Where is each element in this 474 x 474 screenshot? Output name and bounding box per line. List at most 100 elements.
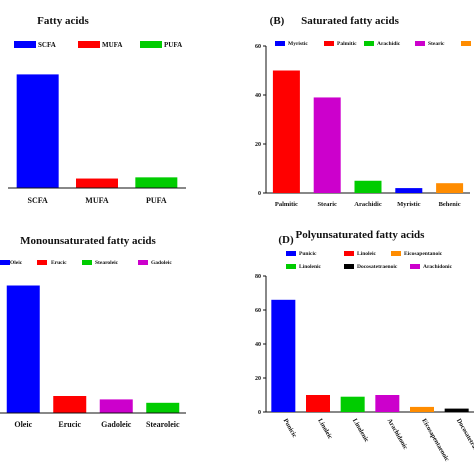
panel-a-categories: SCFA MUFA PUFA [28,196,167,205]
category-label-mufa: MUFA [85,196,109,205]
legend-label-docosatetraenoic: Docosatetraenoic [357,264,398,270]
legend-swatch [140,41,162,48]
legend-label-palmitic: Palmitic [337,41,357,47]
bar-docosatetraenoic [444,408,469,412]
legend-swatch [344,251,354,256]
legend-label-linolenic: Linolenic [299,264,322,270]
legend-swatch [138,260,148,265]
bar-erucic [53,396,87,413]
bar-mufa [76,178,118,188]
panel-d-y-tick-label: 40 [255,342,261,348]
category-label-linoleic: Linoleic [316,418,333,441]
legend-label-scfa: SCFA [38,41,56,49]
category-label-punicic: Punicic [282,418,298,439]
category-label-arachidonic: Arachidonic [386,418,409,451]
category-label-erucic: Erucic [58,420,81,429]
category-label-stearic: Stearic [317,201,337,208]
legend-swatch [324,41,334,46]
category-label-pufa: PUFA [146,196,167,205]
bar-palmitic [272,70,300,193]
panel-b-y-tick-label: 60 [255,44,261,50]
panel-c-legend: Oleic Erucic Stearoleic Gadoleic [0,260,172,266]
legend-label-stearoleic: Stearoleic [95,260,119,266]
bar-oleic [6,285,40,413]
panel-d-y-tick-label: 0 [258,410,261,416]
panel-a-bars [16,74,178,188]
category-label-eicosapentaenoic: Eicosapentaenoic [420,418,450,463]
panel-d-y-tick-label: 20 [255,376,261,382]
panel-b-y-tick-label: 0 [258,191,261,197]
legend-swatch [415,41,425,46]
legend-label-pufa: PUFA [164,41,182,49]
bar-behenic [436,183,464,193]
legend-swatch [82,260,92,265]
panel-d: (D) Polyunsaturated fatty acids Punicic L… [255,229,474,463]
legend-label-arachidic: Arachidic [377,41,401,47]
legend-swatch [78,41,100,48]
category-label-linolenic: Linolenic [351,418,370,444]
legend-swatch [364,41,374,46]
category-label-palmitic: Palmitic [275,201,298,208]
bar-pufa [135,177,178,188]
panel-d-y-ticks: 0 20 40 60 80 [255,274,266,416]
panel-b-categories: Palmitic Stearic Arachidic Myristic Behenic [275,201,461,208]
bar-punicic [271,299,296,412]
bar-stearic [313,97,341,193]
bar-myristic [395,188,423,193]
panel-c: Monounsaturated fatty acids Oleic Erucic S… [0,235,186,429]
panel-b-y-ticks: 0 20 40 60 [255,44,266,197]
category-label-stearoleic: Stearoleic [146,420,180,429]
legend-swatch [14,41,36,48]
panel-b-legend: Myristic Palmitic Arachidic Stearic [275,41,471,47]
panel-c-categories: Oleic Erucic Gadoleic Stearoleic [14,420,180,429]
panel-a-title: Fatty acids [37,15,89,27]
bar-arachidic [354,180,382,193]
panel-b-title: Saturated fatty acids [301,15,399,27]
legend-label-arachidonic: Arachidonic [423,264,453,270]
legend-swatch [344,264,354,269]
bar-scfa [16,74,59,188]
panel-b-y-tick-label: 20 [255,142,261,148]
legend-swatch [275,41,285,46]
panel-b-label: (B) [270,15,285,27]
panel-d-title: Polyunsaturated fatty acids [296,229,426,241]
bar-eicosapentaenoic [410,406,434,412]
category-label-docosatetraenoic: Docosatetraenoic [455,418,474,463]
panel-a: Fatty acids SCFA MUFA PUFA SCFA MUFA PUFA [8,15,186,205]
legend-label-eicosapentanoic: Eicosapentanoic [404,251,443,257]
legend-label-punicic: Punicic [299,251,317,257]
panel-d-label: (D) [278,234,294,246]
panel-a-legend: SCFA MUFA PUFA [14,41,182,49]
bar-linoleic [306,395,330,412]
bar-gadoleic [99,399,133,413]
legend-label-mufa: MUFA [102,41,122,49]
legend-label-gadoleic: Gadoleic [151,260,172,266]
category-label-oleic: Oleic [14,420,32,429]
panel-d-categories: Punicic Linoleic Linolenic Arachidonic Eicos… [282,418,474,463]
bar-stearoleic [146,402,180,413]
legend-swatch [391,251,401,256]
legend-swatch [461,41,471,46]
panel-d-y-tick-label: 60 [255,308,261,314]
bar-arachidonic [375,395,400,412]
category-label-gadoleic: Gadoleic [101,420,132,429]
panel-b-bars [272,70,464,193]
legend-label-myristic: Myristic [288,41,308,47]
panel-b-y-tick-label: 40 [255,93,261,99]
category-label-behenic: Behenic [439,201,461,208]
category-label-arachidic: Arachidic [354,201,382,208]
legend-label-stearic: Stearic [428,41,445,47]
legend-label-erucic: Erucic [51,260,67,266]
legend-label-linoleic: Linoleic [357,251,377,257]
panel-d-legend: Punicic Linoleic Eicosapentanoic Linolenic D… [286,251,453,270]
legend-swatch [286,264,296,269]
legend-label-oleic: Oleic [10,260,23,266]
panel-b: (B) Saturated fatty acids Myristic Palmit… [255,15,471,208]
panel-d-bars [271,299,469,412]
panel-c-title: Monounsaturated fatty acids [20,235,156,247]
panel-d-y-tick-label: 80 [255,274,261,280]
category-label-myristic: Myristic [397,201,421,208]
legend-swatch [286,251,296,256]
panel-c-bars [6,285,180,413]
